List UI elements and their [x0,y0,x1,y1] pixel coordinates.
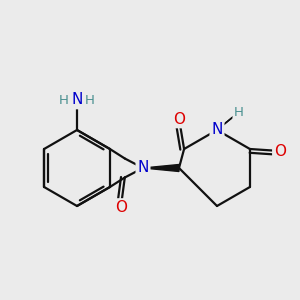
Text: N: N [211,122,223,137]
Text: O: O [173,112,185,127]
Text: H: H [85,94,95,107]
Text: O: O [115,200,127,215]
Polygon shape [143,164,179,172]
Text: N: N [137,160,149,175]
Text: N: N [71,92,83,107]
Text: H: H [234,106,244,118]
Text: H: H [59,94,69,107]
Text: O: O [274,143,286,158]
